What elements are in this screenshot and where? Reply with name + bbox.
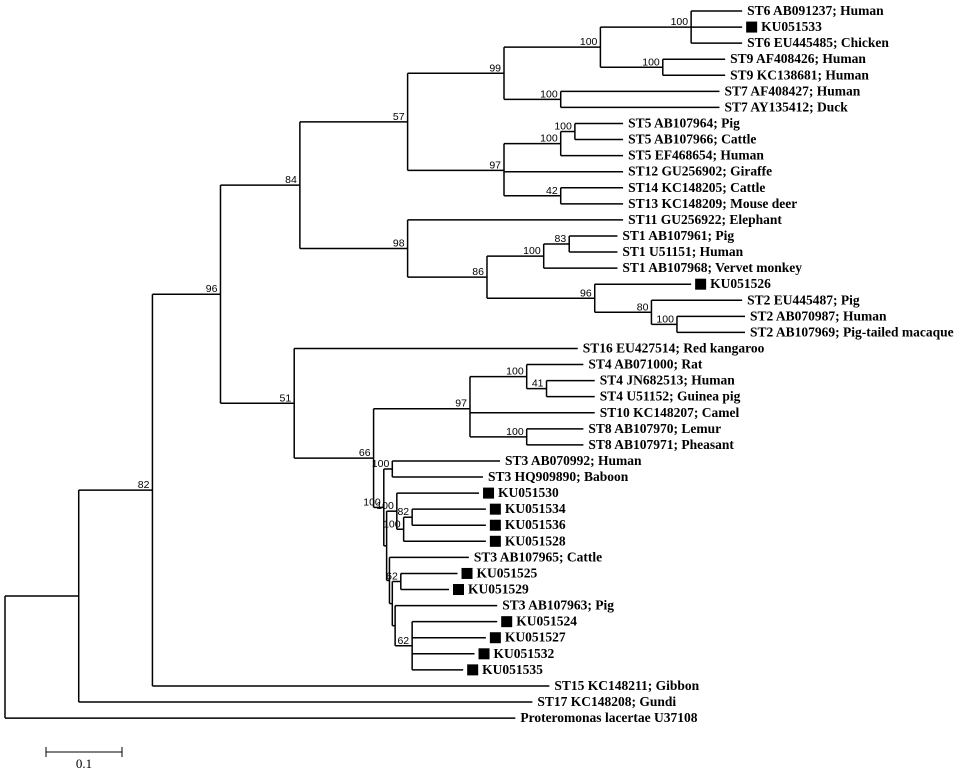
svg-text:100: 100 (554, 121, 572, 133)
svg-text:97: 97 (489, 159, 501, 171)
svg-text:100: 100 (506, 366, 524, 378)
svg-text:66: 66 (359, 447, 371, 459)
svg-text:ST2 AB107969; Pig-tailed macaq: ST2 AB107969; Pig-tailed macaque (750, 324, 954, 339)
svg-text:100: 100 (656, 313, 674, 325)
svg-text:KU051528: KU051528 (505, 533, 566, 548)
svg-text:51: 51 (280, 392, 292, 404)
svg-text:KU051534: KU051534 (505, 501, 566, 516)
svg-text:ST3 AB107965; Cattle: ST3 AB107965; Cattle (474, 549, 602, 564)
svg-text:84: 84 (285, 174, 297, 186)
svg-text:ST14 KC148205; Cattle: ST14 KC148205; Cattle (628, 180, 765, 195)
svg-text:ST17 KC148208; Gundi: ST17 KC148208; Gundi (537, 694, 676, 709)
svg-text:100: 100 (671, 16, 689, 28)
svg-text:100: 100 (372, 458, 390, 470)
svg-text:ST4 JN682513; Human: ST4 JN682513; Human (600, 373, 736, 388)
svg-text:ST3 AB070992; Human: ST3 AB070992; Human (505, 453, 642, 468)
svg-text:KU051524: KU051524 (516, 614, 577, 629)
svg-text:96: 96 (206, 283, 218, 295)
svg-text:KU051533: KU051533 (761, 19, 822, 34)
svg-text:ST15 KC148211; Gibbon: ST15 KC148211; Gibbon (554, 678, 699, 693)
svg-text:82: 82 (397, 506, 409, 518)
svg-text:KU051526: KU051526 (710, 276, 771, 291)
svg-text:ST8 AB107970; Lemur: ST8 AB107970; Lemur (588, 421, 721, 436)
svg-text:ST5 EF468654; Human: ST5 EF468654; Human (628, 148, 764, 163)
svg-text:ST3 AB107963; Pig: ST3 AB107963; Pig (502, 598, 614, 613)
svg-text:ST1 U51151; Human: ST1 U51151; Human (622, 244, 743, 259)
svg-text:KU051527: KU051527 (505, 630, 566, 645)
svg-text:0.1: 0.1 (76, 756, 92, 771)
svg-text:ST1 AB107961; Pig: ST1 AB107961; Pig (622, 228, 734, 243)
svg-text:ST16 EU427514; Red kangaroo: ST16 EU427514; Red kangaroo (583, 340, 765, 355)
svg-text:ST1 AB107968; Vervet monkey: ST1 AB107968; Vervet monkey (622, 260, 802, 275)
svg-text:62: 62 (397, 635, 409, 647)
svg-text:80: 80 (637, 301, 649, 313)
svg-text:100: 100 (383, 518, 401, 530)
svg-text:ST4 U51152; Guinea pig: ST4 U51152; Guinea pig (600, 389, 741, 404)
svg-text:62: 62 (386, 570, 398, 582)
svg-text:100: 100 (540, 88, 558, 100)
svg-text:99: 99 (489, 62, 501, 74)
svg-text:ST7 AY135412; Duck: ST7 AY135412; Duck (724, 99, 848, 114)
svg-text:ST9 KC138681; Human: ST9 KC138681; Human (730, 67, 869, 82)
svg-text:ST2 AB070987; Human: ST2 AB070987; Human (750, 308, 887, 323)
svg-text:97: 97 (455, 398, 467, 410)
svg-text:ST5 AB107966; Cattle: ST5 AB107966; Cattle (628, 132, 756, 147)
svg-text:ST7 AF408427; Human: ST7 AF408427; Human (724, 83, 860, 98)
svg-text:42: 42 (546, 185, 558, 197)
svg-text:98: 98 (393, 238, 405, 250)
svg-text:41: 41 (532, 378, 544, 390)
svg-text:ST4 AB071000; Rat: ST4 AB071000; Rat (588, 357, 703, 372)
svg-text:100: 100 (540, 133, 558, 145)
svg-text:100: 100 (580, 36, 598, 48)
svg-text:KU051525: KU051525 (477, 565, 538, 580)
svg-text:Proteromonas lacertae U37108: Proteromonas lacertae U37108 (520, 710, 697, 725)
svg-text:KU051532: KU051532 (494, 646, 555, 661)
svg-text:ST9 AF408426; Human: ST9 AF408426; Human (730, 51, 866, 66)
svg-text:ST10 KC148207; Camel: ST10 KC148207; Camel (600, 405, 740, 420)
svg-text:ST6 AB091237; Human: ST6 AB091237; Human (747, 3, 884, 18)
svg-text:ST8 AB107971; Pheasant: ST8 AB107971; Pheasant (588, 437, 734, 452)
svg-text:83: 83 (555, 233, 567, 245)
svg-text:100: 100 (506, 426, 524, 438)
svg-text:ST13 KC148209; Mouse deer: ST13 KC148209; Mouse deer (628, 196, 797, 211)
svg-text:KU051529: KU051529 (468, 582, 529, 597)
svg-text:57: 57 (393, 111, 405, 123)
svg-text:100: 100 (523, 245, 541, 257)
svg-text:ST6 EU445485; Chicken: ST6 EU445485; Chicken (747, 35, 889, 50)
svg-text:96: 96 (580, 287, 592, 299)
svg-text:86: 86 (472, 266, 484, 278)
svg-text:KU051530: KU051530 (498, 485, 559, 500)
svg-text:ST5 AB107964; Pig: ST5 AB107964; Pig (628, 115, 740, 130)
svg-text:82: 82 (138, 479, 150, 491)
svg-text:100: 100 (642, 56, 660, 68)
svg-text:KU051536: KU051536 (505, 517, 566, 532)
svg-text:KU051535: KU051535 (482, 662, 543, 677)
svg-text:ST2 EU445487; Pig: ST2 EU445487; Pig (747, 292, 860, 307)
svg-text:ST11 GU256922; Elephant: ST11 GU256922; Elephant (628, 212, 782, 227)
svg-text:ST3 HQ909890; Baboon: ST3 HQ909890; Baboon (488, 469, 629, 484)
svg-text:ST12 GU256902; Giraffe: ST12 GU256902; Giraffe (628, 164, 772, 179)
svg-text:100: 100 (376, 500, 394, 512)
